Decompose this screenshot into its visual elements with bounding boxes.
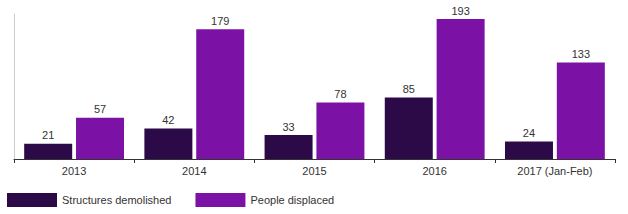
- svg-text:21: 21: [42, 129, 54, 141]
- svg-text:133: 133: [572, 48, 590, 60]
- svg-text:85: 85: [403, 83, 415, 95]
- svg-text:People displaced: People displaced: [250, 194, 334, 206]
- svg-text:42: 42: [162, 114, 174, 126]
- svg-text:57: 57: [94, 103, 106, 115]
- svg-text:33: 33: [282, 121, 294, 133]
- svg-text:78: 78: [334, 88, 346, 100]
- svg-text:2017 (Jan-Feb): 2017 (Jan-Feb): [517, 165, 592, 177]
- svg-text:Structures demolished: Structures demolished: [62, 194, 171, 206]
- svg-text:179: 179: [211, 15, 229, 27]
- svg-text:2014: 2014: [182, 165, 206, 177]
- svg-text:24: 24: [523, 127, 535, 139]
- svg-text:193: 193: [451, 5, 469, 17]
- svg-text:2016: 2016: [422, 165, 446, 177]
- svg-text:2015: 2015: [302, 165, 326, 177]
- svg-text:2013: 2013: [62, 165, 86, 177]
